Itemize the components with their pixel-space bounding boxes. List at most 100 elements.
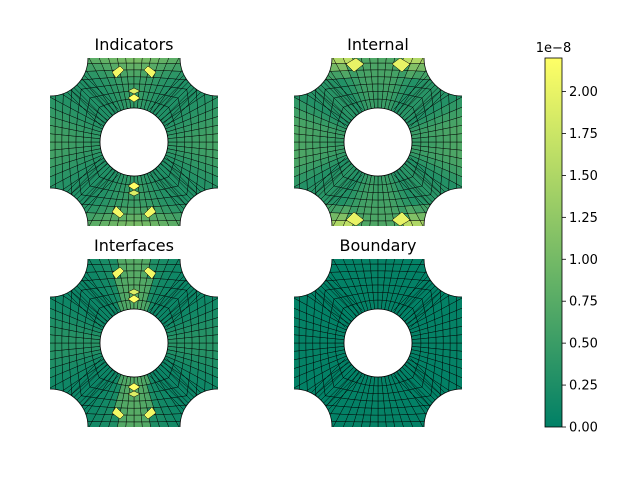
mesh-cell [377, 58, 387, 64]
mesh-cell [369, 213, 379, 222]
mesh-cell [108, 259, 119, 265]
mesh-cell [312, 141, 321, 149]
corner-hole [50, 388, 89, 427]
colorbar-tick-label: 0.75 [569, 295, 598, 310]
mesh-cell [139, 199, 148, 208]
mesh-cell [294, 174, 300, 188]
mesh-cell [435, 329, 444, 338]
mesh-cell [141, 421, 151, 427]
mesh-cell [377, 213, 387, 222]
mesh-cell [319, 337, 328, 344]
mesh-cell [166, 421, 180, 427]
mesh-cell [298, 148, 307, 158]
colorbar-offset-label: 1e−8 [536, 41, 571, 56]
mesh-cell [298, 334, 307, 344]
mesh-cell [83, 141, 92, 148]
corner-hole [179, 388, 218, 427]
corner-hole [50, 58, 89, 97]
mesh-cell [125, 263, 135, 272]
mesh-cell [133, 270, 142, 279]
mesh-cell [456, 141, 462, 151]
mesh-cell [456, 358, 462, 369]
mesh-cell [166, 259, 180, 265]
mesh-cell [133, 220, 143, 226]
mesh-cell [50, 358, 56, 369]
hotspot-cell [391, 211, 411, 226]
corner-mask [254, 219, 294, 259]
mesh-cell [377, 393, 384, 402]
mesh-cell [435, 342, 444, 350]
mesh-cell [294, 350, 300, 360]
mesh-cell [352, 421, 363, 427]
mesh-cell [212, 342, 218, 352]
hotspot-cell [111, 406, 125, 420]
hotspot-cell [127, 87, 141, 95]
mesh-cell [141, 259, 151, 265]
mesh-cell [372, 83, 379, 92]
mesh-cell [435, 336, 444, 344]
corner-mask [10, 219, 50, 259]
mesh-cell [370, 69, 379, 78]
mesh-cell [435, 128, 444, 137]
mesh-cell [120, 76, 129, 85]
mesh-cell [212, 157, 218, 168]
mesh-cell [205, 133, 214, 143]
mesh-cell [369, 62, 379, 71]
mesh-cell [167, 338, 178, 344]
mesh-cell [50, 334, 56, 344]
mesh-cell [108, 220, 119, 226]
mesh-cell [212, 149, 218, 159]
hotspot-cell [391, 58, 411, 73]
colorbar-tick-label: 1.75 [569, 127, 598, 142]
mesh-cell [456, 297, 462, 311]
mesh-cell [298, 133, 307, 143]
mesh-cell [198, 342, 207, 351]
mesh-cell [377, 259, 387, 265]
mesh-cell [125, 414, 135, 423]
mesh-cell [385, 421, 395, 427]
mesh-cell [61, 342, 70, 351]
corner-mask [218, 18, 258, 58]
mesh-cell [133, 259, 143, 265]
mesh-cell [393, 421, 404, 427]
mesh-cell [205, 141, 214, 151]
mesh-cell [319, 141, 328, 148]
mesh-cell [120, 277, 129, 286]
mesh-cell [212, 358, 218, 369]
mesh-cell [456, 334, 462, 344]
mesh-cell [369, 259, 379, 265]
mesh-cell [90, 342, 101, 348]
mesh-cell [385, 259, 395, 265]
mesh-cell [377, 270, 386, 279]
mesh-cell [68, 147, 77, 156]
hotspot-cell [111, 65, 125, 79]
hotspot-cell [143, 205, 157, 219]
corner-mask [462, 427, 502, 467]
mesh-cell [198, 134, 207, 143]
mesh-cell [133, 69, 142, 78]
mesh-cell [377, 277, 385, 286]
mesh-cell [108, 421, 119, 427]
mesh-cell [212, 326, 218, 336]
mesh-cell [141, 220, 151, 226]
mesh-cell [50, 157, 56, 168]
mesh-cell [212, 116, 218, 127]
mesh-cell [212, 375, 218, 389]
mesh-cell [294, 358, 300, 369]
mesh-cell [371, 277, 379, 286]
mesh-cell [98, 58, 111, 64]
hotspot-cell [127, 288, 141, 296]
mesh-cell [50, 297, 56, 311]
colorbar-tick-label: 1.50 [569, 169, 598, 184]
mesh-cell [191, 336, 200, 344]
mesh-cell [377, 206, 386, 215]
hotspot-cell [111, 205, 125, 219]
mesh-cell [420, 136, 429, 143]
mesh-cell [205, 327, 214, 337]
mesh-cell [50, 149, 56, 159]
mesh-cell [342, 421, 355, 427]
mesh-cell [54, 148, 63, 158]
mesh-cell [377, 220, 387, 226]
mesh-cell [294, 149, 300, 159]
mesh-cell [212, 96, 218, 110]
